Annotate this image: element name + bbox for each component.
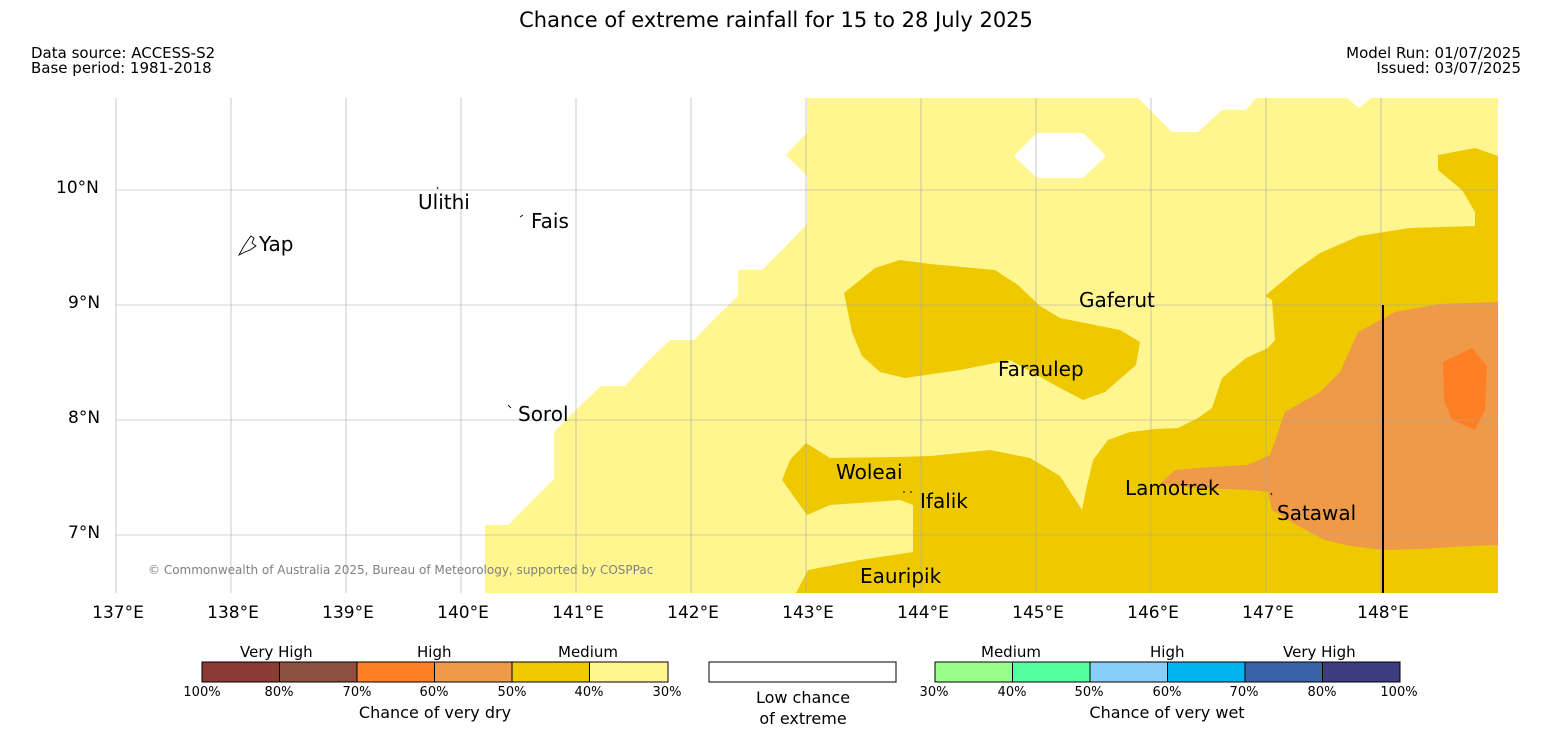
place-label-fais: Fais: [531, 209, 569, 233]
dry-tick: 100%: [183, 685, 221, 700]
lat-label: 7°N: [68, 523, 101, 543]
map-title: Chance of extreme rainfall for 15 to 28 …: [519, 8, 1033, 32]
dry-caption: Chance of very dry: [358, 703, 512, 722]
dry-tick: 30%: [652, 685, 682, 700]
base-period-text: Base period: 1981-2018: [31, 59, 212, 77]
low-chance-caption-line2: of extreme: [759, 709, 847, 728]
lon-label: 139°E: [322, 603, 374, 623]
model-run-text: Model Run: 01/07/2025: [1346, 44, 1521, 62]
yap-island-shape: [237, 235, 257, 257]
meta-right: Model Run: 01/07/2025 Issued: 03/07/2025: [1346, 46, 1521, 76]
wet-tick: 50%: [1074, 685, 1104, 700]
dry-header-very-high: Very High: [240, 643, 313, 661]
lon-label: 148°E: [1357, 603, 1409, 623]
wet-header-medium: Medium: [981, 643, 1041, 661]
issued-text: Issued: 03/07/2025: [1376, 59, 1521, 77]
dry-swatch-40-30: [589, 661, 669, 683]
data-source-text: Data source: ACCESS-S2: [31, 44, 216, 62]
lon-label: 142°E: [667, 603, 719, 623]
place-label-yap: Yap: [259, 232, 294, 256]
place-label-lamotrek: Lamotrek: [1125, 476, 1220, 500]
lon-label: 141°E: [552, 603, 604, 623]
wet-tick: 80%: [1307, 685, 1337, 700]
region-high-dry: [1160, 302, 1498, 550]
place-label-faraulep: Faraulep: [998, 357, 1084, 381]
wet-swatch-60-70: [1167, 661, 1246, 683]
lat-label: 8°N: [68, 408, 101, 428]
place-label-eauripik: Eauripik: [860, 564, 942, 588]
gridlines: [115, 98, 1498, 593]
wet-caption: Chance of very wet: [1089, 703, 1245, 722]
lon-label: 140°E: [437, 603, 489, 623]
wet-tick: 60%: [1152, 685, 1182, 700]
dry-tick: 60%: [419, 685, 449, 700]
low-chance-swatch: [708, 661, 897, 683]
wet-swatch-50-60: [1089, 661, 1168, 683]
lon-label: 146°E: [1127, 603, 1179, 623]
dry-tick: 40%: [574, 685, 604, 700]
place-label-woleai: Woleai: [836, 460, 903, 484]
lon-label: 147°E: [1242, 603, 1294, 623]
wet-tick: 30%: [919, 685, 949, 700]
wet-swatch-70-80: [1244, 661, 1323, 683]
lon-label: 143°E: [782, 603, 834, 623]
wet-legend-bar: [934, 661, 1401, 683]
lon-label: 145°E: [1012, 603, 1064, 623]
lon-label: 144°E: [897, 603, 949, 623]
wet-tick: 70%: [1229, 685, 1259, 700]
dry-swatch-50-40: [511, 661, 590, 683]
place-label-gaferut: Gaferut: [1079, 288, 1155, 312]
dry-tick: 70%: [342, 685, 372, 700]
wet-tick: 40%: [997, 685, 1027, 700]
fais-island-shape: [519, 214, 524, 218]
sorol-island-shape: [507, 404, 512, 409]
lat-label: 9°N: [68, 293, 101, 313]
dry-swatch-100-80: [201, 661, 280, 683]
dry-swatch-60-50: [434, 661, 513, 683]
lon-label: 137°E: [92, 603, 144, 623]
copyright-text: © Commonwealth of Australia 2025, Bureau…: [148, 563, 654, 577]
place-label-ulithi: Ulithi: [418, 190, 470, 214]
place-label-ifalik: Ifalik: [920, 489, 968, 513]
dry-swatch-80-70: [279, 661, 358, 683]
wet-header-high: High: [1150, 643, 1185, 661]
region-high-dry-dark: [1443, 348, 1487, 430]
satawal-island-shape: [1270, 492, 1273, 496]
dry-swatch-70-60: [356, 661, 435, 683]
low-chance-caption-line1: Low chance: [755, 688, 851, 707]
wet-header-very-high: Very High: [1283, 643, 1356, 661]
region-medium-dry-faraulep: [844, 260, 1140, 400]
meta-left: Data source: ACCESS-S2 Base period: 1981…: [31, 46, 215, 76]
wet-swatch-40-50: [1012, 661, 1091, 683]
dry-header-medium: Medium: [558, 643, 618, 661]
dry-header-high: High: [417, 643, 452, 661]
islands: [237, 186, 1273, 496]
place-label-sorol: Sorol: [518, 402, 569, 426]
lat-label: 10°N: [56, 178, 99, 198]
dry-tick: 80%: [264, 685, 294, 700]
wet-swatch-30-40: [934, 661, 1013, 683]
lon-label: 138°E: [207, 603, 259, 623]
region-low-chance-hole: [1014, 133, 1106, 178]
place-label-satawal: Satawal: [1277, 501, 1357, 525]
wet-swatch-80-100: [1322, 661, 1401, 683]
wet-tick: 100%: [1380, 685, 1418, 700]
dry-legend-bar: [201, 661, 669, 683]
dry-tick: 50%: [497, 685, 527, 700]
ulithi-island-shape: [436, 186, 439, 190]
